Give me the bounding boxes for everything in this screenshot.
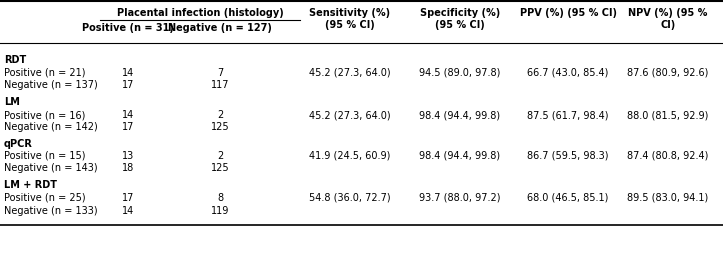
Text: LM + RDT: LM + RDT — [4, 180, 57, 190]
Text: Sensitivity (%): Sensitivity (%) — [309, 8, 390, 18]
Text: 8: 8 — [217, 193, 223, 203]
Text: CI): CI) — [660, 20, 675, 30]
Text: 87.6 (80.9, 92.6): 87.6 (80.9, 92.6) — [628, 68, 709, 78]
Text: 94.5 (89.0, 97.8): 94.5 (89.0, 97.8) — [419, 68, 501, 78]
Text: 66.7 (43.0, 85.4): 66.7 (43.0, 85.4) — [527, 68, 609, 78]
Text: 89.5 (83.0, 94.1): 89.5 (83.0, 94.1) — [628, 193, 709, 203]
Text: 17: 17 — [121, 80, 134, 90]
Text: 117: 117 — [210, 80, 229, 90]
Text: 41.9 (24.5, 60.9): 41.9 (24.5, 60.9) — [309, 151, 390, 161]
Text: Positive (n = 31): Positive (n = 31) — [82, 23, 174, 33]
Text: Negative (n = 127): Negative (n = 127) — [168, 23, 272, 33]
Text: 17: 17 — [121, 193, 134, 203]
Text: qPCR: qPCR — [4, 139, 33, 149]
Text: 87.5 (61.7, 98.4): 87.5 (61.7, 98.4) — [527, 110, 609, 120]
Text: RDT: RDT — [4, 55, 26, 65]
Text: 17: 17 — [121, 122, 134, 132]
Text: Positive (n = 25): Positive (n = 25) — [4, 193, 85, 203]
Text: 88.0 (81.5, 92.9): 88.0 (81.5, 92.9) — [628, 110, 709, 120]
Text: 68.0 (46.5, 85.1): 68.0 (46.5, 85.1) — [527, 193, 609, 203]
Text: PPV (%) (95 % CI): PPV (%) (95 % CI) — [520, 8, 617, 18]
Text: 2: 2 — [217, 151, 223, 161]
Text: 13: 13 — [122, 151, 134, 161]
Text: 18: 18 — [122, 163, 134, 173]
Text: Negative (n = 142): Negative (n = 142) — [4, 122, 98, 132]
Text: Negative (n = 143): Negative (n = 143) — [4, 163, 98, 173]
Text: Positive (n = 21): Positive (n = 21) — [4, 68, 85, 78]
Text: 45.2 (27.3, 64.0): 45.2 (27.3, 64.0) — [309, 68, 391, 78]
Text: 45.2 (27.3, 64.0): 45.2 (27.3, 64.0) — [309, 110, 391, 120]
Text: 98.4 (94.4, 99.8): 98.4 (94.4, 99.8) — [419, 110, 500, 120]
Text: 87.4 (80.8, 92.4): 87.4 (80.8, 92.4) — [628, 151, 709, 161]
Text: 93.7 (88.0, 97.2): 93.7 (88.0, 97.2) — [419, 193, 501, 203]
Text: LM: LM — [4, 97, 20, 107]
Text: Placental infection (histology): Placental infection (histology) — [116, 8, 283, 18]
Text: 14: 14 — [122, 68, 134, 78]
Text: 125: 125 — [210, 163, 229, 173]
Text: 98.4 (94.4, 99.8): 98.4 (94.4, 99.8) — [419, 151, 500, 161]
Text: (95 % CI): (95 % CI) — [325, 20, 375, 30]
Text: Positive (n = 15): Positive (n = 15) — [4, 151, 85, 161]
Text: 14: 14 — [122, 110, 134, 120]
Text: 14: 14 — [122, 206, 134, 216]
Text: Negative (n = 133): Negative (n = 133) — [4, 206, 98, 216]
Text: 54.8 (36.0, 72.7): 54.8 (36.0, 72.7) — [309, 193, 391, 203]
Text: 86.7 (59.5, 98.3): 86.7 (59.5, 98.3) — [527, 151, 609, 161]
Text: Specificity (%): Specificity (%) — [420, 8, 500, 18]
Text: 119: 119 — [211, 206, 229, 216]
Text: Negative (n = 137): Negative (n = 137) — [4, 80, 98, 90]
Text: 2: 2 — [217, 110, 223, 120]
Text: 7: 7 — [217, 68, 223, 78]
Text: (95 % CI): (95 % CI) — [435, 20, 485, 30]
Text: Positive (n = 16): Positive (n = 16) — [4, 110, 85, 120]
Text: 125: 125 — [210, 122, 229, 132]
Text: NPV (%) (95 %: NPV (%) (95 % — [628, 8, 708, 18]
